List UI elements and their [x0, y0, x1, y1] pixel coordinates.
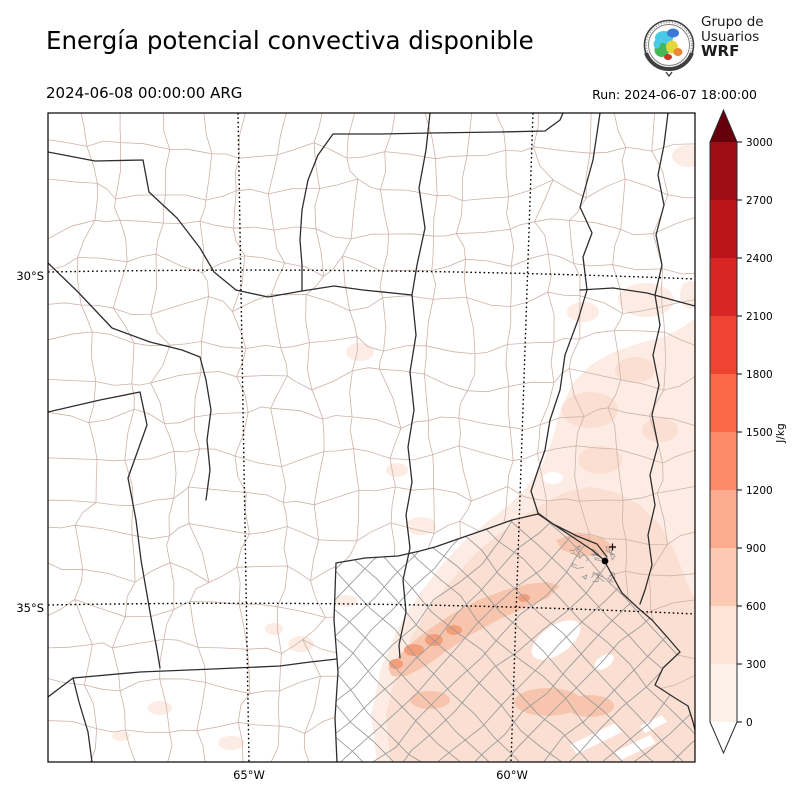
- colorbar-segment: [710, 432, 737, 491]
- colorbar-tick-label: 900: [746, 543, 766, 555]
- colorbar: 30002700240021001800150012009006003000J/…: [709, 108, 787, 755]
- buenos-aires-city-mark: [601, 543, 616, 565]
- colorbar-over-arrow: [710, 110, 737, 142]
- y-tick-30S: 30°S: [16, 269, 44, 283]
- valid-time-label: 2024-06-08 00:00:00 ARG: [46, 84, 243, 102]
- colorbar-tick-label: 1200: [746, 485, 773, 497]
- colorbar-under-arrow: [710, 722, 737, 753]
- colorbar-tick-label: 0: [746, 717, 753, 729]
- province-borders-and-rivers: [48, 113, 695, 762]
- map-frame: [47, 112, 696, 763]
- colorbar-segment: [710, 664, 737, 723]
- logo-line-2: Usuarios: [701, 28, 760, 45]
- y-tick-35S: 35°S: [16, 601, 44, 615]
- wrf-users-group-logo-text: Grupo de Usuarios WRF: [701, 15, 764, 59]
- colorbar-segment: [710, 548, 737, 607]
- cape-shaded-field: [112, 145, 695, 762]
- colorbar-segment: [710, 606, 737, 665]
- wrf-users-group-logo-icon: [643, 19, 695, 78]
- colorbar-tick-label: 1800: [746, 369, 773, 381]
- colorbar-tick-label: 2100: [746, 311, 773, 323]
- colorbar-segment: [710, 142, 737, 201]
- colorbar-segment: [710, 490, 737, 549]
- colorbar-segment: [710, 374, 737, 433]
- zero-cape-holes: [531, 472, 667, 760]
- colorbar-tick-label: 600: [746, 601, 766, 613]
- colorbar-tick-label: 1500: [746, 427, 773, 439]
- colorbar-tick-label: 2700: [746, 195, 773, 207]
- x-tick-60W: 60°W: [496, 768, 528, 782]
- colorbar-tick-label: 2400: [746, 253, 773, 265]
- colorbar-segment: [710, 258, 737, 317]
- page-title: Energía potencial convectiva disponible: [46, 26, 534, 55]
- x-tick-65W: 65°W: [233, 768, 265, 782]
- graticule-gridlines: [48, 113, 695, 762]
- colorbar-segment: [710, 316, 737, 375]
- colorbar-tick-label: 300: [746, 659, 766, 671]
- logo-line-3: WRF: [701, 42, 740, 60]
- colorbar-segment: [710, 200, 737, 259]
- greater-buenos-aires-dense-boundaries: [569, 545, 616, 584]
- run-time-label: Run: 2024-06-07 18:00:00: [592, 87, 757, 102]
- colorbar-unit-label: J/kg: [775, 423, 787, 443]
- logo-line-1: Grupo de: [701, 14, 764, 30]
- colorbar-tick-label: 3000: [746, 137, 773, 149]
